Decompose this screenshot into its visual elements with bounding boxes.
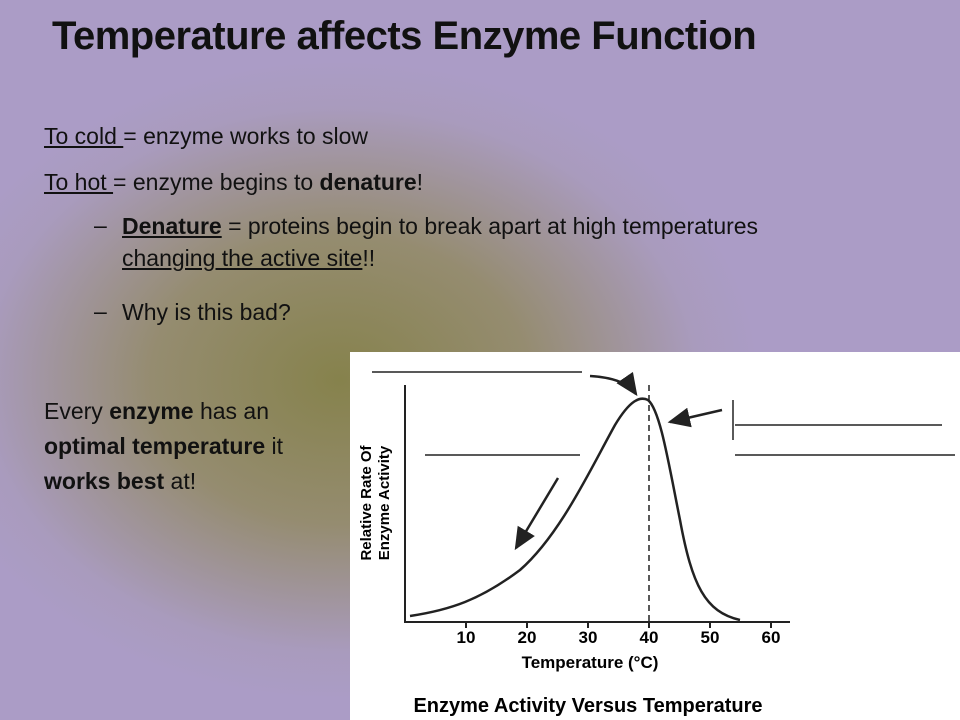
x-tick-label: 50 (701, 628, 720, 647)
blanks (372, 371, 955, 456)
axes (404, 385, 790, 623)
text-run: Why is this bad? (122, 299, 291, 325)
bullet: To cold = enzyme works to slow (44, 120, 368, 152)
enzyme-graph: Temperature (°C) Relative Rate Of Enzyme… (358, 371, 955, 717)
figure-caption: Enzyme Activity Versus Temperature (413, 695, 762, 717)
text-run: To cold (44, 123, 124, 149)
text-run: ! (416, 169, 424, 195)
activity-curve (409, 397, 741, 622)
text-run: optimal temperature (44, 433, 266, 459)
arrows (514, 371, 723, 551)
text-run: it (265, 433, 283, 459)
x-tick-label: 30 (579, 628, 598, 647)
x-tick-label: 60 (762, 628, 781, 647)
text-run: Denature (122, 213, 222, 239)
dash: – (94, 212, 107, 238)
sub-bullet: Denature = proteins begin to break apart… (122, 210, 762, 274)
x-tick-label: 10 (457, 628, 476, 647)
y-axis-label: Relative Rate Of (358, 444, 375, 560)
sub-bullet: Why is this bad? (122, 296, 291, 328)
text-run: = proteins begin to break apart at high … (221, 213, 759, 239)
text-run: Every (44, 398, 110, 424)
text-run: works best (44, 468, 165, 494)
text-run: !! (362, 245, 376, 271)
side-note: Every enzyme has an optimal temperature … (44, 394, 334, 499)
text-run: has an (193, 398, 270, 424)
x-tick-label: 20 (518, 628, 537, 647)
text-run: denature (319, 169, 417, 195)
text-run: at! (164, 468, 197, 494)
text-run: = enzyme begins to (113, 169, 320, 195)
y-axis-label: Enzyme Activity (376, 445, 393, 560)
x-axis-label: Temperature (°C) (522, 653, 659, 672)
text-run: = enzyme works to slow (123, 123, 369, 149)
x-tick-label: 40 (640, 628, 659, 647)
text-run: changing the active site (122, 245, 363, 271)
text-run: To hot (44, 169, 114, 195)
bullet: To hot = enzyme begins to denature! (44, 166, 423, 198)
slide-title: Temperature affects Enzyme Function (52, 14, 757, 58)
text-run: enzyme (109, 398, 194, 424)
figure: Temperature (°C) Relative Rate Of Enzyme… (350, 352, 960, 720)
dash: – (94, 298, 107, 324)
